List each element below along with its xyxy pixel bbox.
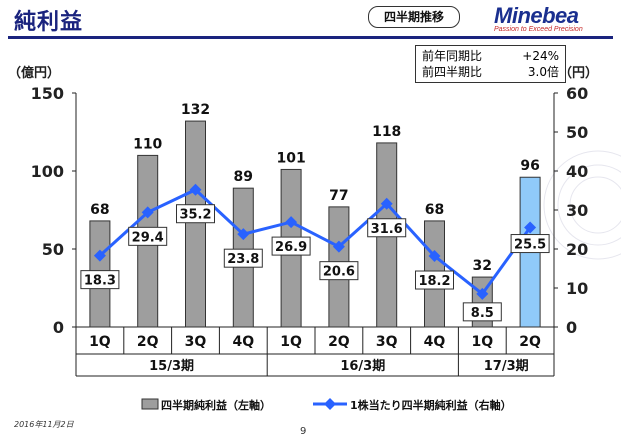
eps-label-box bbox=[176, 204, 215, 224]
title-divider bbox=[8, 36, 613, 39]
page-number: 9 bbox=[300, 426, 307, 437]
comparison-row: 前年同期比 +24% bbox=[422, 48, 559, 64]
x-tick-label: 2Q bbox=[519, 334, 541, 350]
comparison-value: +24% bbox=[522, 49, 559, 63]
eps-value-label: 8.5 bbox=[471, 306, 494, 321]
company-logo: Minebea Passion to Exceed Precision bbox=[494, 3, 612, 33]
left-tick-label: 0 bbox=[53, 318, 64, 337]
eps-marker bbox=[380, 197, 393, 210]
eps-value-label: 29.4 bbox=[132, 230, 164, 245]
bar-value-label: 132 bbox=[181, 102, 210, 118]
right-tick-label: 50 bbox=[566, 123, 588, 142]
bar-value-label: 101 bbox=[276, 150, 305, 166]
eps-value-label: 26.9 bbox=[275, 240, 307, 255]
x-tick-label: 3Q bbox=[376, 334, 398, 350]
eps-line bbox=[98, 187, 532, 296]
eps-marker bbox=[332, 240, 345, 253]
logo-tagline: Passion to Exceed Precision bbox=[494, 26, 583, 33]
x-group-label: 15/3期 bbox=[149, 359, 194, 374]
eps-marker bbox=[141, 206, 154, 219]
bar-value-label: 68 bbox=[90, 202, 109, 218]
x-tick-label: 1Q bbox=[471, 334, 493, 350]
bar-value-label: 89 bbox=[234, 169, 253, 185]
right-tick-label: 60 bbox=[566, 84, 588, 103]
eps-label-box bbox=[415, 270, 454, 290]
bar-value-label: 110 bbox=[133, 136, 162, 152]
comparison-box: 前年同期比 +24% 前四半期比 3.0倍 bbox=[415, 45, 566, 83]
eps-label-box bbox=[510, 234, 550, 254]
decorative-ring bbox=[557, 164, 621, 246]
eps-value-label: 31.6 bbox=[371, 222, 403, 237]
decorative-ring bbox=[569, 176, 621, 234]
eps-value-label: 20.6 bbox=[323, 265, 355, 280]
eps-value-label: 35.2 bbox=[179, 208, 211, 223]
left-tick-label: 50 bbox=[42, 240, 64, 259]
right-tick-label: 20 bbox=[566, 240, 588, 259]
x-tick-label: 1Q bbox=[280, 334, 302, 350]
legend-line-label: 1株当たり四半期純利益（右軸） bbox=[350, 398, 512, 412]
eps-label-box bbox=[223, 248, 263, 268]
legend-bar-label: 四半期純利益（左軸） bbox=[161, 398, 271, 412]
x-tick-label: 4Q bbox=[424, 334, 446, 350]
bar-value-label: 68 bbox=[425, 202, 444, 218]
x-tick-label: 1Q bbox=[89, 334, 111, 350]
footer-date: 2016年11月2日 bbox=[14, 420, 74, 429]
x-group-label: 16/3期 bbox=[340, 359, 385, 374]
eps-value-label: 25.5 bbox=[514, 238, 546, 253]
eps-label-box bbox=[271, 236, 311, 256]
right-tick-label: 0 bbox=[566, 318, 577, 337]
left-tick-label: 100 bbox=[31, 162, 64, 181]
bar-value-label: 96 bbox=[520, 158, 539, 174]
right-tick-label: 40 bbox=[566, 162, 588, 181]
page-title: 純利益 bbox=[14, 10, 84, 35]
eps-label-box bbox=[462, 302, 502, 322]
eps-label-box bbox=[80, 270, 120, 290]
eps-value-label: 23.8 bbox=[227, 252, 259, 267]
comparison-label: 前四半期比 bbox=[422, 65, 483, 79]
left-tick-label: 150 bbox=[31, 84, 64, 103]
x-tick-label: 3Q bbox=[185, 334, 207, 350]
bar-value-label: 77 bbox=[329, 188, 348, 204]
eps-marker bbox=[237, 228, 250, 241]
eps-label-box bbox=[367, 218, 407, 238]
comparison-label: 前年同期比 bbox=[422, 49, 483, 63]
legend-bar-swatch bbox=[141, 398, 159, 410]
bar-value-label: 32 bbox=[473, 258, 492, 274]
eps-marker bbox=[476, 287, 489, 300]
eps-label-box bbox=[128, 226, 168, 246]
eps-value-label: 18.2 bbox=[418, 274, 450, 289]
bar-value-label: 118 bbox=[372, 124, 401, 140]
comparison-row: 前四半期比 3.0倍 bbox=[422, 64, 559, 80]
right-tick-label: 30 bbox=[566, 201, 588, 220]
eps-value-label: 18.3 bbox=[84, 274, 116, 289]
right-axis-unit: （円） bbox=[559, 65, 598, 81]
comparison-value: 3.0倍 bbox=[527, 65, 559, 79]
bar bbox=[185, 120, 206, 328]
right-tick-label: 10 bbox=[566, 279, 588, 298]
x-tick-label: 4Q bbox=[232, 334, 254, 350]
x-tick-label: 2Q bbox=[137, 334, 159, 350]
decorative-ring bbox=[543, 150, 621, 260]
eps-marker bbox=[285, 216, 298, 229]
logo-name: Minebea bbox=[494, 3, 579, 28]
left-axis-unit: （億円） bbox=[8, 65, 60, 81]
eps-marker bbox=[428, 250, 441, 263]
x-group-label: 17/3期 bbox=[484, 359, 529, 374]
x-tick-label: 2Q bbox=[328, 334, 350, 350]
legend-line-marker bbox=[324, 398, 336, 410]
eps-marker bbox=[93, 249, 106, 262]
eps-marker bbox=[189, 183, 202, 196]
eps-label-box bbox=[319, 261, 359, 281]
period-badge: 四半期推移 bbox=[368, 6, 460, 28]
eps-marker bbox=[524, 221, 537, 234]
